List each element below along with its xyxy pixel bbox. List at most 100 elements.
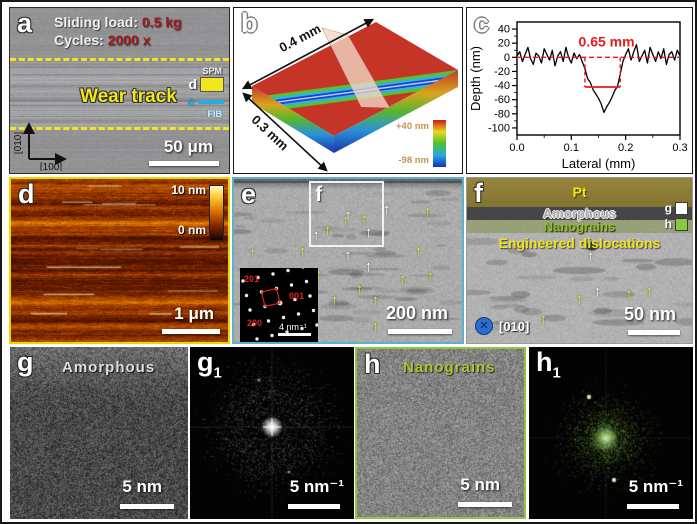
nanograins-layer-band <box>467 220 692 233</box>
x-tick-label: 0.0 <box>509 142 524 154</box>
panel-label-d: d <box>18 179 35 209</box>
fft-canvas <box>529 347 693 519</box>
nanograins-title: Nanograins <box>403 359 496 376</box>
white-dislocation-arrow-icon: ↑ <box>593 282 602 300</box>
diffraction-spot <box>248 308 252 312</box>
panel-g1-fft-amorphous: g1 5 nm⁻¹ <box>190 347 354 519</box>
sem-image-canvas <box>10 8 229 173</box>
scale-bar-label-f: 50 nm <box>623 304 676 324</box>
scale-bar-label-a: 50 μm <box>163 137 213 156</box>
diffraction-spot <box>285 330 289 334</box>
y-axis-label: Depth (nm) <box>468 46 483 111</box>
hrtem-canvas <box>10 347 188 519</box>
spm-region-icon <box>200 76 224 92</box>
diffraction-spot <box>315 323 318 327</box>
wear-track-label: Wear track <box>80 86 177 107</box>
panel-b-3d-topography: 0.4 mm 0.3 mm +40 nm -98 nm b <box>233 7 463 174</box>
white-dislocation-arrow-icon: ↑ <box>312 226 320 244</box>
yellow-dislocation-arrow-icon: ↑ <box>323 221 332 239</box>
zone-axis-indicator: ✕ [010] <box>475 317 529 335</box>
x-tick-label: 0.1 <box>564 142 579 154</box>
yellow-dislocation-arrow-icon: ↑ <box>330 292 339 309</box>
wear-track-lower-boundary-line <box>10 127 229 130</box>
diffraction-spot <box>304 279 309 284</box>
legend-h-label: h <box>664 217 672 231</box>
site-annotations: SPM d e FIB <box>188 66 224 119</box>
scale-bar-e <box>388 329 452 334</box>
cycles-value: 2000 x <box>107 32 151 48</box>
yellow-dislocation-arrow-icon: ↑ <box>248 244 256 262</box>
y-tick-label: -100 <box>488 122 510 134</box>
diffraction-spot <box>311 308 316 313</box>
y-tick-label: -80 <box>494 108 510 120</box>
panel-e-tem-cross-section: e f ↑ ↑ ↑ ↑ ↑ ↑ ↑ ↑ ↑ ↑ ↑ ↑ ↑ ↑ ↑ ↑ ↑ ↑ ↑ ↑ 201 001 200 4 n… <box>232 177 464 344</box>
diffraction-spot <box>281 315 286 320</box>
colorbar-max-label: +40 nm <box>396 121 429 132</box>
diffraction-spot <box>255 337 259 341</box>
yellow-dislocation-arrow-icon: ↑ <box>360 210 368 228</box>
panel-h1-fft-nanograins: h1 5 nm⁻¹ <box>529 347 693 519</box>
diffraction-spot <box>270 333 274 338</box>
panel-label-c: c <box>474 8 490 38</box>
panel-g-hrtem-amorphous: g Amorphous 5 nm <box>10 347 188 519</box>
y-tick-label: -60 <box>494 94 510 106</box>
amorphous-label: Amorphous <box>543 206 616 221</box>
cycles-label: Cycles: <box>54 32 104 48</box>
panel-label-g1-sub: 1 <box>213 365 222 382</box>
amorphous-layer-band <box>467 207 692 220</box>
legend-g-swatch <box>675 201 688 215</box>
dim-arrow-03mm <box>242 92 328 172</box>
panel-label-a: a <box>17 8 33 38</box>
y-tick-label: 20 <box>498 38 510 50</box>
depth-profile-line <box>516 43 681 114</box>
scale-bar-label-h: 5 nm <box>460 475 500 494</box>
scale-bar-d <box>162 329 220 334</box>
diffraction-spot <box>301 268 305 269</box>
legend-h-swatch <box>675 217 688 231</box>
dislocation-arrows-layer: ↑ ↑ ↑ ↑ ↑ ↑ <box>467 178 692 343</box>
diffraction-spot <box>308 294 312 298</box>
panel-label-g: g <box>17 347 34 377</box>
white-dislocation-arrow-icon: ↑ <box>364 223 373 241</box>
nanograins-label: Nanograins <box>543 219 616 234</box>
y-tick-label: -40 <box>494 80 510 92</box>
panel-label-h1-letter: h <box>536 347 553 377</box>
diffraction-spot <box>271 272 275 276</box>
panel-label-h: h <box>364 349 381 379</box>
scale-bar-label-d: 1 μm <box>174 304 214 323</box>
height-colorbar <box>433 120 446 167</box>
diffraction-spot <box>244 293 249 298</box>
inset-scale-label: 4 nm⁻¹ <box>279 322 307 332</box>
zone-axis-label: [010] <box>499 318 530 334</box>
spot-200-label: 200 <box>247 318 262 328</box>
spm-label: SPM <box>202 66 222 76</box>
axis-100-label: [100] <box>40 162 62 171</box>
subpanel-legend: g h <box>665 201 688 231</box>
amorphous-title: Amorphous <box>62 359 156 376</box>
scale-bar-label-g1: 5 nm⁻¹ <box>289 477 344 496</box>
diffraction-spot <box>296 312 301 316</box>
white-dislocation-arrow-icon: ↑ <box>364 257 373 275</box>
diffraction-spot <box>300 326 304 331</box>
afm-colorbar-min: 0 nm <box>177 223 206 237</box>
hrtem-canvas <box>357 349 524 517</box>
yellow-dislocation-arrow-icon: ↑ <box>355 280 364 298</box>
topography-3d-render: 0.4 mm 0.3 mm +40 nm -98 nm <box>241 18 458 172</box>
scale-bar-g <box>120 504 174 509</box>
beam-direction-icon: ✕ <box>475 317 493 335</box>
yellow-dislocation-arrow-icon: ↑ <box>424 202 432 220</box>
yellow-dislocation-arrow-icon: ↑ <box>371 318 380 336</box>
afm-colorbar-max: 10 nm <box>171 183 206 197</box>
yellow-dislocation-arrow-icon: ↑ <box>645 282 654 300</box>
diffraction-spot <box>251 322 256 327</box>
unit-cell-outline <box>260 287 281 308</box>
scale-bar-label-g: 5 nm <box>122 477 162 496</box>
fft-canvas <box>190 347 354 519</box>
panel-label-g1-letter: g <box>197 347 214 377</box>
fib-panel-ref: e <box>187 94 195 109</box>
scale-bar-a <box>149 161 219 166</box>
diffraction-spot <box>293 297 297 302</box>
panel-d-afm-image: d 10 nm 0 nm 1 μm <box>9 177 230 344</box>
axis-010-label: [010] <box>14 132 24 154</box>
scale-bar-h <box>458 502 512 507</box>
